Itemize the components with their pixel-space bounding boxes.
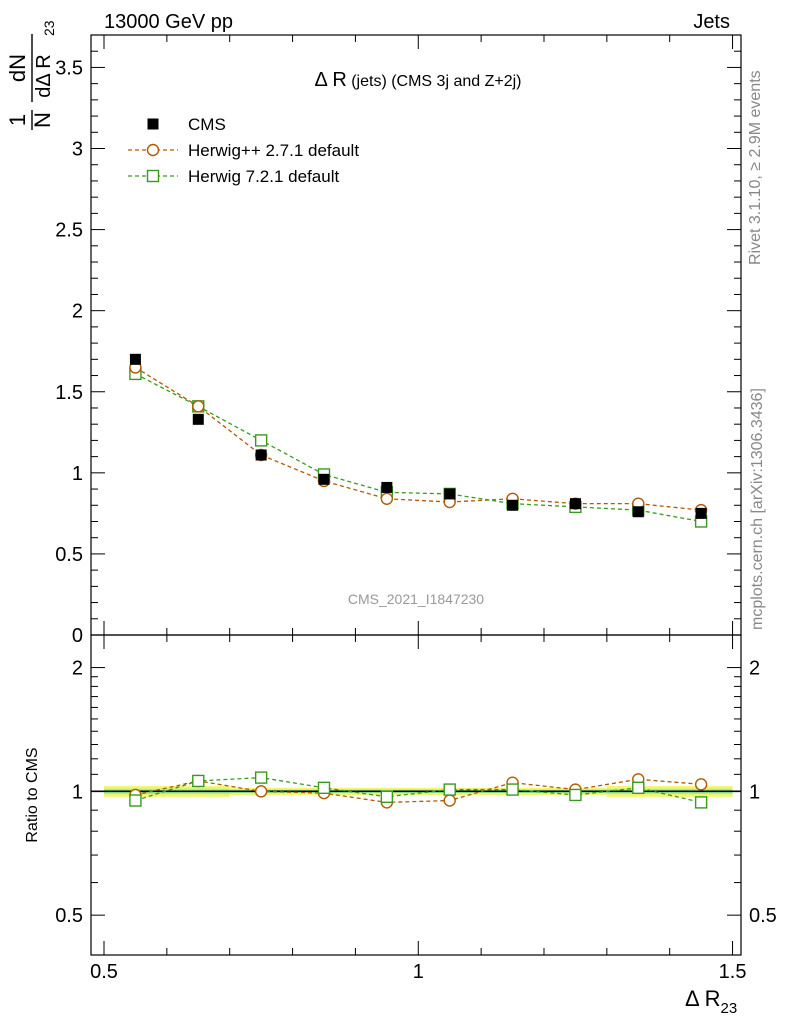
legend-label: Herwig 7.2.1 default — [188, 167, 339, 186]
ratio-point — [694, 778, 708, 791]
main-y-tick-label: 1.5 — [55, 382, 83, 404]
x-tick-label: 1.5 — [719, 961, 747, 983]
ratio-point — [632, 781, 645, 795]
x-tick-label: 1 — [413, 961, 424, 983]
ratio-point — [443, 783, 456, 796]
main-y-tick-label: 2 — [72, 301, 83, 323]
main-point — [255, 449, 267, 461]
x-label-sub: 23 — [720, 1000, 737, 1017]
main-point — [444, 488, 456, 500]
mcplots-citation-text: mcplots.cern.ch [arXiv:1306.3436] — [749, 388, 766, 630]
main-point — [192, 400, 205, 413]
ratio-point — [254, 771, 268, 784]
analysis-watermark: CMS_2021_I1847230 — [348, 591, 484, 607]
ratio-point — [254, 785, 268, 798]
main-point — [695, 507, 707, 519]
header-process: Jets — [693, 11, 730, 33]
header-energy: 13000 GeV pp — [104, 11, 233, 33]
panel-title: Δ R (jets) (CMS 3j and Z+2j) — [315, 69, 522, 91]
y-label-sub: 23 — [41, 20, 57, 36]
ratio-y-tick-label-right: 2 — [749, 658, 760, 680]
y-label-dn: dN — [5, 54, 30, 82]
ratio-point — [506, 783, 519, 796]
main-point — [380, 492, 394, 505]
y-axis-label: 1 N dN dΔ R 23 — [5, 20, 57, 130]
ratio-point — [569, 788, 582, 802]
ratio-y-label: Ratio to CMS — [24, 747, 41, 842]
ratio-series-line — [135, 776, 702, 804]
main-series-line — [135, 373, 702, 523]
ratio-y-tick-label-left: 0.5 — [55, 905, 83, 927]
main-y-tick-label: 0 — [72, 625, 83, 647]
ratio-point — [380, 790, 394, 803]
title-prefix: Δ R — [315, 69, 347, 91]
axis-ticks: 0 0.5 1 1.5 2 2.5 3 3.5 0.5 0.5 1 1 2 2 0.5 1 1.5 — [55, 35, 777, 983]
ratio-point — [694, 796, 708, 809]
legend-label: Herwig++ 2.7.1 default — [188, 141, 359, 160]
main-point — [129, 353, 141, 365]
ratio-point — [443, 794, 456, 807]
legend-marker — [146, 169, 160, 183]
main-y-tick-label: 3 — [72, 139, 83, 161]
main-point — [381, 481, 393, 493]
ratio-y-tick-label-right: 0.5 — [749, 905, 777, 927]
main-y-tick-label: 2.5 — [55, 220, 83, 242]
main-point — [507, 499, 519, 511]
main-y-tick-label: 3.5 — [55, 57, 83, 79]
rivet-version-text: Rivet 3.1.10, ≥ 2.9M events — [747, 70, 764, 265]
main-point — [569, 498, 581, 510]
main-point — [318, 473, 330, 485]
ratio-panel-frame — [90, 634, 742, 956]
title-small: (jets) — [347, 73, 391, 90]
legend-marker — [147, 118, 159, 130]
legend-marker — [146, 143, 160, 157]
ratio-y-tick-label-left: 1 — [72, 781, 83, 803]
ratio-y-tick-label-right: 1 — [749, 781, 760, 803]
main-point — [192, 413, 204, 425]
x-axis-label: Δ R23 — [685, 986, 737, 1017]
x-label-main: Δ R — [685, 986, 720, 1011]
main-y-tick-label: 1 — [72, 463, 83, 485]
main-series-line — [135, 366, 702, 511]
y-label-ddr: dΔ R — [33, 54, 55, 97]
legend-label: CMS — [188, 115, 226, 134]
x-tick-label: 0.5 — [90, 961, 118, 983]
main-y-tick-label: 0.5 — [55, 544, 83, 566]
series-lines — [135, 366, 702, 804]
title-suffix: (CMS 3j and Z+2j) — [391, 73, 521, 90]
y-label-n: N — [30, 112, 55, 128]
ratio-point — [192, 774, 205, 788]
data-markers — [129, 353, 708, 809]
main-point — [632, 506, 644, 518]
ratio-point — [129, 794, 142, 807]
y-label-one: 1 — [5, 114, 30, 126]
legend: CMS Herwig++ 2.7.1 default Herwig 7.2.1 de… — [128, 115, 359, 186]
ratio-point — [317, 781, 331, 795]
ratio-series-line — [135, 778, 702, 804]
ratio-y-tick-label-left: 2 — [72, 658, 83, 680]
main-point — [254, 434, 268, 447]
